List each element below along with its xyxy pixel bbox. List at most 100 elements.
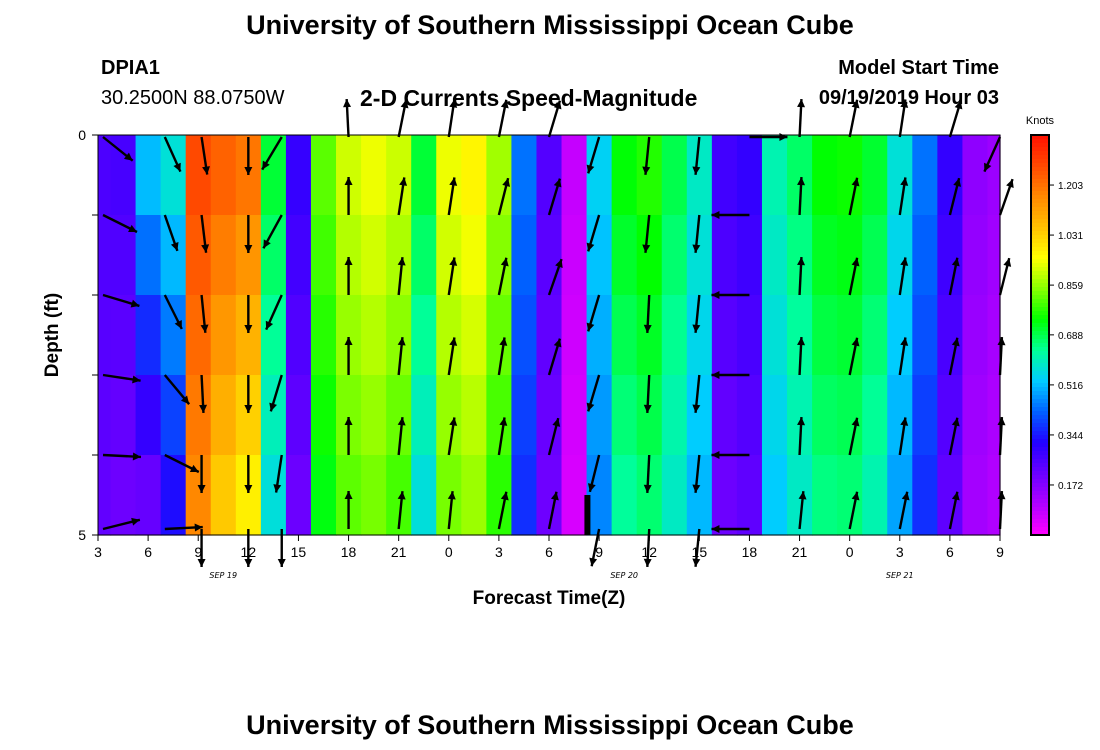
heatmap-cell — [761, 215, 788, 296]
current-vector — [199, 374, 208, 414]
colorbar-segment — [1031, 287, 1049, 292]
heatmap-cell — [812, 295, 838, 376]
current-vector — [798, 491, 807, 530]
heatmap-cell — [812, 215, 838, 296]
heatmap-cell — [887, 375, 913, 456]
heatmap-cell — [461, 455, 487, 536]
current-vector — [102, 373, 141, 384]
colorbar-segment — [1031, 523, 1049, 528]
current-vector — [898, 257, 909, 296]
current-vector — [344, 417, 353, 455]
heatmap-cell — [536, 215, 563, 296]
heatmap-cell — [98, 455, 112, 536]
heatmap-cell — [511, 455, 538, 536]
heatmap-cell — [285, 135, 312, 216]
colorbar-segment — [1031, 179, 1049, 184]
heatmap-cell — [561, 295, 588, 376]
colorbar-segment — [1031, 403, 1049, 408]
heatmap-cell — [260, 135, 287, 216]
current-vector — [898, 417, 909, 456]
colorbar-segment — [1031, 267, 1049, 272]
heatmap-cell — [411, 215, 437, 296]
current-vector — [948, 257, 960, 296]
y-tick-label: 5 — [78, 527, 86, 543]
current-vector — [547, 491, 559, 530]
current-vector — [711, 371, 750, 379]
heatmap-cell — [160, 295, 187, 376]
current-vector — [344, 491, 353, 529]
heatmap-cell — [561, 375, 588, 456]
heatmap-cell — [436, 295, 462, 376]
colorbar-segment — [1031, 387, 1049, 392]
colorbar-segment — [1031, 215, 1049, 220]
current-vector — [397, 177, 408, 216]
colorbar-segment — [1031, 243, 1049, 248]
heatmap-cell — [887, 135, 913, 216]
heatmap-cell — [160, 135, 187, 216]
current-vector — [948, 177, 962, 216]
heatmap-cell — [511, 295, 538, 376]
colorbar-segment — [1031, 451, 1049, 456]
current-vector — [586, 136, 601, 174]
current-vector — [102, 293, 140, 308]
current-vector — [797, 416, 806, 456]
current-vector — [164, 453, 200, 474]
current-vector — [447, 257, 458, 296]
current-vector — [497, 491, 509, 530]
heatmap-cell — [135, 375, 162, 456]
colorbar-segment — [1031, 163, 1049, 168]
heatmap-cell — [611, 375, 638, 456]
current-vector — [397, 491, 406, 530]
colorbar-segment — [1031, 507, 1049, 512]
colorbar-segment — [1031, 203, 1049, 208]
current-vector — [344, 177, 353, 215]
heatmap-cell — [561, 215, 588, 296]
current-vector — [102, 517, 141, 531]
heatmap-cell — [461, 375, 487, 456]
current-vector — [797, 176, 806, 216]
colorbar-segment — [1031, 335, 1049, 340]
current-vector — [643, 294, 652, 334]
x-tick-label: 21 — [792, 544, 808, 560]
page-title-bottom: University of Southern Mississippi Ocean… — [246, 710, 854, 740]
current-vector — [102, 452, 142, 461]
heatmap-cell — [912, 375, 938, 456]
colorbar-segment — [1031, 447, 1049, 452]
heatmap-cell — [285, 455, 312, 536]
x-tick-label: 6 — [144, 544, 152, 560]
colorbar-segment — [1031, 175, 1049, 180]
heatmap-cell — [761, 295, 788, 376]
heatmap-cell — [361, 375, 387, 456]
colorbar-segment — [1031, 331, 1049, 336]
current-vector — [343, 98, 352, 138]
x-tick-label: 12 — [241, 544, 257, 560]
heatmap-cell — [135, 135, 162, 216]
colorbar-segment — [1031, 239, 1049, 244]
heatmap-cell — [586, 215, 613, 296]
current-vector — [200, 136, 210, 175]
heatmap-cell — [310, 135, 337, 216]
heatmap-cell — [561, 455, 588, 536]
colorbar-segment — [1031, 491, 1049, 496]
heatmap-cell — [661, 135, 688, 216]
colorbar-segment — [1031, 255, 1049, 260]
x-tick-label: 21 — [391, 544, 407, 560]
colorbar-segment — [1031, 151, 1049, 156]
colorbar-segment — [1031, 167, 1049, 172]
heatmap-cell — [98, 375, 112, 456]
colorbar-segment — [1031, 455, 1049, 460]
current-vector — [163, 294, 183, 330]
heatmap-cell — [611, 295, 638, 376]
date-label: SEP 21 — [886, 571, 914, 580]
heatmap-cell — [912, 295, 938, 376]
heatmap-cell — [486, 215, 513, 296]
current-vector — [898, 177, 909, 216]
current-vector — [692, 374, 701, 413]
heatmap-cell — [461, 135, 487, 216]
current-vector — [397, 257, 406, 296]
heatmap-cell — [812, 375, 838, 456]
current-vector — [200, 214, 210, 253]
current-vector — [497, 337, 508, 376]
colorbar-segment — [1031, 279, 1049, 284]
current-vector — [269, 374, 283, 412]
